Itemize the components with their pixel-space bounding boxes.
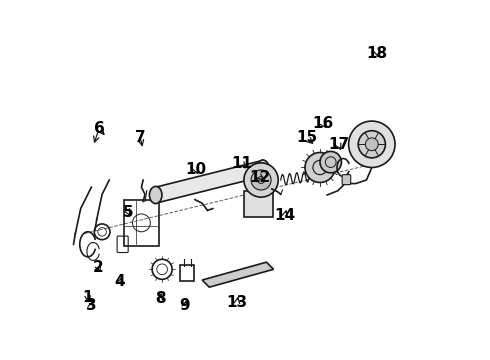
Circle shape [251, 170, 271, 190]
Polygon shape [156, 160, 263, 203]
FancyBboxPatch shape [342, 175, 351, 185]
Circle shape [366, 138, 378, 151]
Text: 4: 4 [115, 274, 125, 289]
FancyBboxPatch shape [244, 192, 273, 217]
Text: 7: 7 [135, 130, 146, 145]
Text: 11: 11 [232, 157, 253, 171]
Text: 18: 18 [367, 46, 388, 61]
Text: 15: 15 [296, 130, 317, 145]
Text: 12: 12 [249, 170, 270, 185]
Ellipse shape [149, 186, 162, 203]
Text: 17: 17 [328, 138, 349, 153]
Text: 10: 10 [185, 162, 206, 177]
Text: 13: 13 [226, 295, 248, 310]
Text: 5: 5 [123, 204, 133, 220]
Circle shape [305, 153, 335, 183]
Circle shape [348, 121, 395, 167]
Text: 2: 2 [93, 260, 104, 275]
Circle shape [244, 163, 278, 197]
Text: 14: 14 [274, 207, 295, 222]
Circle shape [358, 131, 386, 158]
Ellipse shape [257, 160, 269, 177]
Text: 6: 6 [94, 121, 105, 136]
Text: 3: 3 [86, 297, 97, 312]
Text: 9: 9 [180, 298, 190, 313]
Circle shape [320, 152, 342, 173]
Text: 16: 16 [312, 116, 334, 131]
Circle shape [258, 176, 265, 184]
Polygon shape [202, 262, 273, 287]
Text: 1: 1 [83, 291, 93, 305]
Text: 8: 8 [155, 291, 165, 306]
